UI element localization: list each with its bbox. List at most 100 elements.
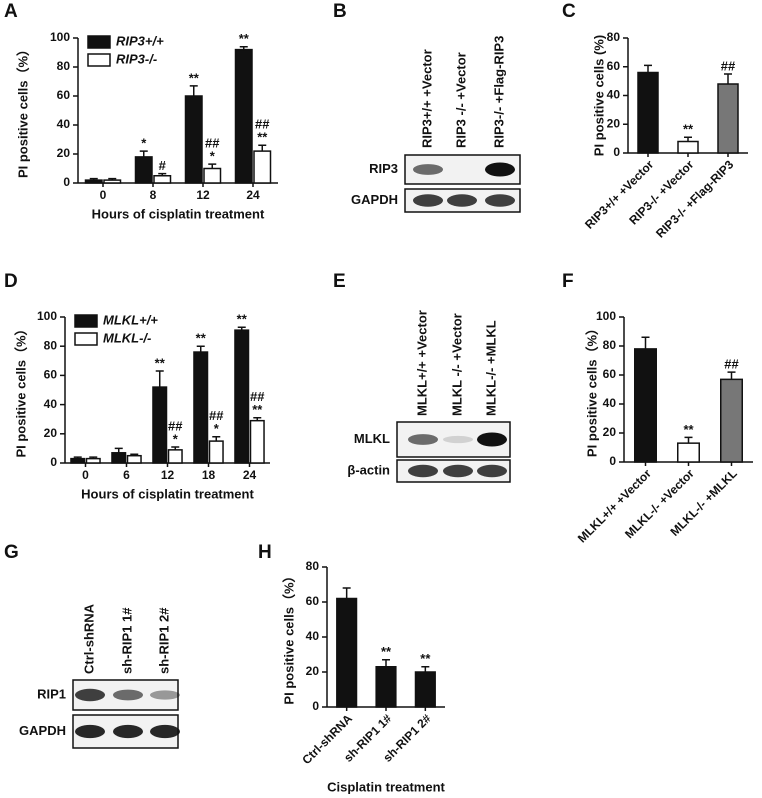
x-tick-label: 0 — [82, 468, 89, 482]
significance-mark: * — [210, 149, 216, 164]
row-label: MLKL — [354, 431, 390, 446]
error-bar — [724, 73, 732, 84]
y-tick-label: 100 — [37, 309, 57, 323]
significance-mark: ** — [189, 70, 200, 85]
error-bar — [253, 416, 262, 421]
error-bar — [189, 85, 198, 96]
error-bar — [89, 456, 98, 459]
legend-label: MLKL-/- — [103, 330, 151, 345]
significance-mark: ## — [250, 389, 265, 404]
lane-label: MLKL-/- +MLKL — [483, 320, 498, 416]
blot-band — [443, 464, 473, 478]
x-axis-label: Cisplatin treatment — [327, 779, 445, 794]
lane-label: sh-RIP1 1# — [119, 607, 134, 674]
bar — [152, 386, 168, 464]
significance-mark: ** — [381, 644, 392, 659]
bar — [414, 671, 436, 708]
y-tick-label: 60 — [603, 367, 617, 381]
significance-mark: ## — [205, 136, 220, 151]
error-bar — [73, 456, 82, 459]
bar — [184, 95, 203, 184]
bar — [84, 179, 103, 184]
y-tick-label: 0 — [609, 454, 616, 468]
panel-letter: D — [4, 271, 18, 292]
y-tick-label: 60 — [607, 59, 621, 73]
bar — [637, 71, 659, 154]
panel-letter: A — [4, 1, 18, 22]
significance-mark: ** — [420, 651, 431, 666]
y-tick-label: 20 — [603, 425, 617, 439]
bar — [677, 442, 700, 463]
lane-label: RIP3+/+ +Vector — [419, 49, 434, 148]
lane-label: RIP3 -/- +Vector — [453, 52, 468, 148]
blot-band — [477, 464, 507, 478]
significance-mark: ## — [724, 357, 739, 372]
bar — [234, 48, 253, 184]
y-tick-label: 80 — [607, 30, 621, 44]
bar — [208, 440, 224, 464]
legend-swatch — [74, 314, 98, 328]
error-bar — [171, 446, 180, 450]
blot-band — [485, 194, 515, 207]
blot-band — [477, 432, 507, 447]
error-bar — [158, 172, 167, 176]
significance-mark: # — [159, 158, 167, 173]
panel-letter: C — [562, 1, 576, 22]
panel-letter: H — [258, 542, 272, 563]
panel-letter: B — [333, 1, 347, 22]
bar — [193, 351, 209, 464]
error-bar — [155, 370, 164, 388]
error-bar — [108, 177, 117, 181]
legend-swatch — [87, 53, 111, 67]
bar — [103, 179, 122, 184]
blot-band — [408, 464, 438, 478]
row-label: RIP1 — [37, 686, 66, 701]
blot-band — [408, 434, 438, 445]
error-bar — [114, 447, 123, 453]
significance-mark: * — [214, 421, 220, 436]
bar — [85, 457, 101, 464]
error-bar — [212, 435, 221, 442]
significance-mark: ** — [237, 312, 248, 327]
bar — [167, 449, 183, 464]
blot-band — [150, 724, 180, 739]
legend-swatch — [74, 332, 98, 346]
significance-mark: ** — [683, 422, 694, 437]
error-bar — [258, 144, 267, 152]
error-bar — [89, 177, 98, 181]
error-bar — [644, 64, 652, 73]
bar — [720, 378, 743, 463]
y-tick-label: 0 — [50, 455, 57, 469]
y-tick-label: 80 — [57, 59, 71, 73]
blot-band — [150, 690, 180, 700]
y-tick-label: 20 — [57, 146, 71, 160]
error-bar — [342, 587, 351, 599]
lane-label: Ctrl-shRNA — [81, 603, 96, 674]
legend-label: RIP3+/+ — [116, 33, 164, 48]
y-tick-label: 40 — [57, 117, 71, 131]
error-bar — [684, 436, 693, 444]
error-bar — [130, 453, 139, 456]
y-tick-label: 60 — [306, 594, 320, 608]
blot-band — [113, 689, 143, 701]
y-tick-label: 20 — [44, 426, 58, 440]
y-tick-label: 20 — [607, 116, 621, 130]
bar — [634, 348, 657, 463]
lane-label: MLKL+/+ +Vector — [414, 310, 429, 416]
error-bar — [641, 336, 650, 349]
x-tick-label: 24 — [243, 468, 257, 482]
bar — [153, 175, 172, 184]
significance-mark: ** — [257, 130, 268, 145]
significance-mark: * — [141, 136, 147, 151]
significance-mark: ## — [721, 58, 736, 73]
error-bar — [208, 163, 217, 169]
bar — [134, 156, 153, 184]
error-bar — [139, 150, 148, 157]
y-tick-label: 40 — [607, 88, 621, 102]
legend-swatch — [87, 35, 111, 49]
y-tick-label: 60 — [57, 88, 71, 102]
lane-label: MLKL -/- +Vector — [449, 313, 464, 416]
panel-letter: G — [4, 542, 19, 563]
y-tick-label: 100 — [596, 309, 616, 323]
